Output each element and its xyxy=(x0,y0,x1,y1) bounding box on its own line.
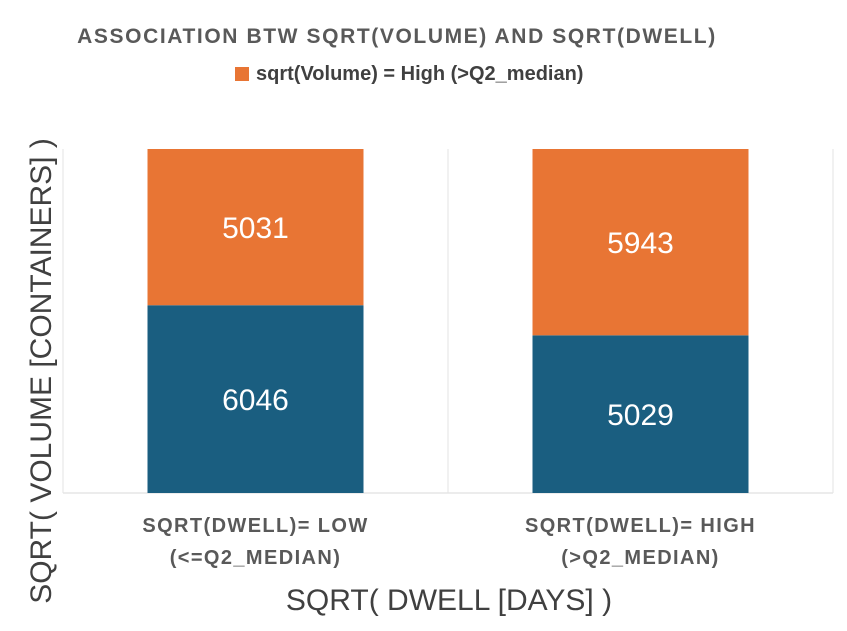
data-label: 6046 xyxy=(222,384,289,417)
chart-title: ASSOCIATION BTW SQRT(VOLUME) AND SQRT(DW… xyxy=(77,25,717,48)
legend-swatch xyxy=(235,67,249,81)
bar-segment-high xyxy=(147,149,364,306)
x-tick-label: (<=Q2_MEDIAN) xyxy=(170,547,342,569)
bar-segment-low xyxy=(147,305,364,493)
x-tick-label: SQRT(DWELL)= HIGH xyxy=(525,515,756,537)
data-label: 5031 xyxy=(222,212,289,245)
y-axis-title: SQRT( VOLUME [CONTAINERS] ) xyxy=(25,138,58,604)
data-label: 5029 xyxy=(607,399,674,432)
bar-segment-low xyxy=(532,335,749,493)
legend: sqrt(Volume) = High (>Q2_median) xyxy=(235,63,583,85)
x-tick-label: SQRT(DWELL)= LOW xyxy=(142,515,368,537)
x-axis-title: SQRT( DWELL [DAYS] ) xyxy=(286,584,612,617)
plot-area: 6046 5031 SQRT(DWELL)= LOW (<=Q2_MEDIAN) 502… xyxy=(62,149,834,569)
data-label: 5943 xyxy=(607,227,674,260)
bar-segment-high xyxy=(532,149,749,336)
x-tick-label: (>Q2_MEDIAN) xyxy=(561,547,720,569)
legend-label: sqrt(Volume) = High (>Q2_median) xyxy=(256,63,583,85)
